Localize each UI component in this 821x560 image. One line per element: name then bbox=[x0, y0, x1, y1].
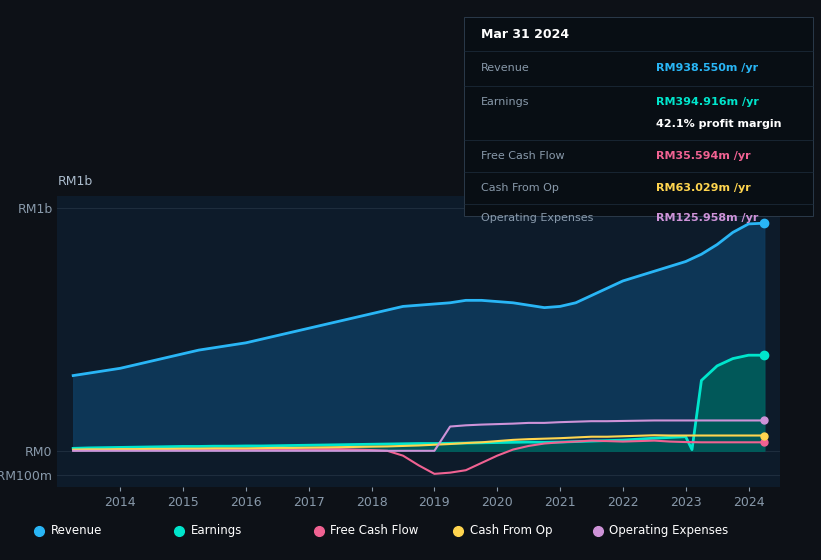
Text: Earnings: Earnings bbox=[190, 524, 242, 538]
Text: RM1b: RM1b bbox=[57, 175, 93, 188]
Text: RM63.029m /yr: RM63.029m /yr bbox=[656, 183, 750, 193]
Text: RM35.594m /yr: RM35.594m /yr bbox=[656, 151, 750, 161]
Text: RM125.958m /yr: RM125.958m /yr bbox=[656, 213, 758, 222]
Text: Cash From Op: Cash From Op bbox=[470, 524, 552, 538]
Text: 42.1% profit margin: 42.1% profit margin bbox=[656, 119, 782, 129]
Text: Revenue: Revenue bbox=[481, 63, 530, 73]
Text: Earnings: Earnings bbox=[481, 97, 530, 108]
Text: Revenue: Revenue bbox=[51, 524, 103, 538]
Text: Cash From Op: Cash From Op bbox=[481, 183, 559, 193]
Text: Free Cash Flow: Free Cash Flow bbox=[330, 524, 419, 538]
Text: Free Cash Flow: Free Cash Flow bbox=[481, 151, 565, 161]
Text: Operating Expenses: Operating Expenses bbox=[609, 524, 728, 538]
Text: Operating Expenses: Operating Expenses bbox=[481, 213, 594, 222]
Text: RM394.916m /yr: RM394.916m /yr bbox=[656, 97, 759, 108]
Text: Mar 31 2024: Mar 31 2024 bbox=[481, 28, 570, 41]
Text: RM938.550m /yr: RM938.550m /yr bbox=[656, 63, 758, 73]
